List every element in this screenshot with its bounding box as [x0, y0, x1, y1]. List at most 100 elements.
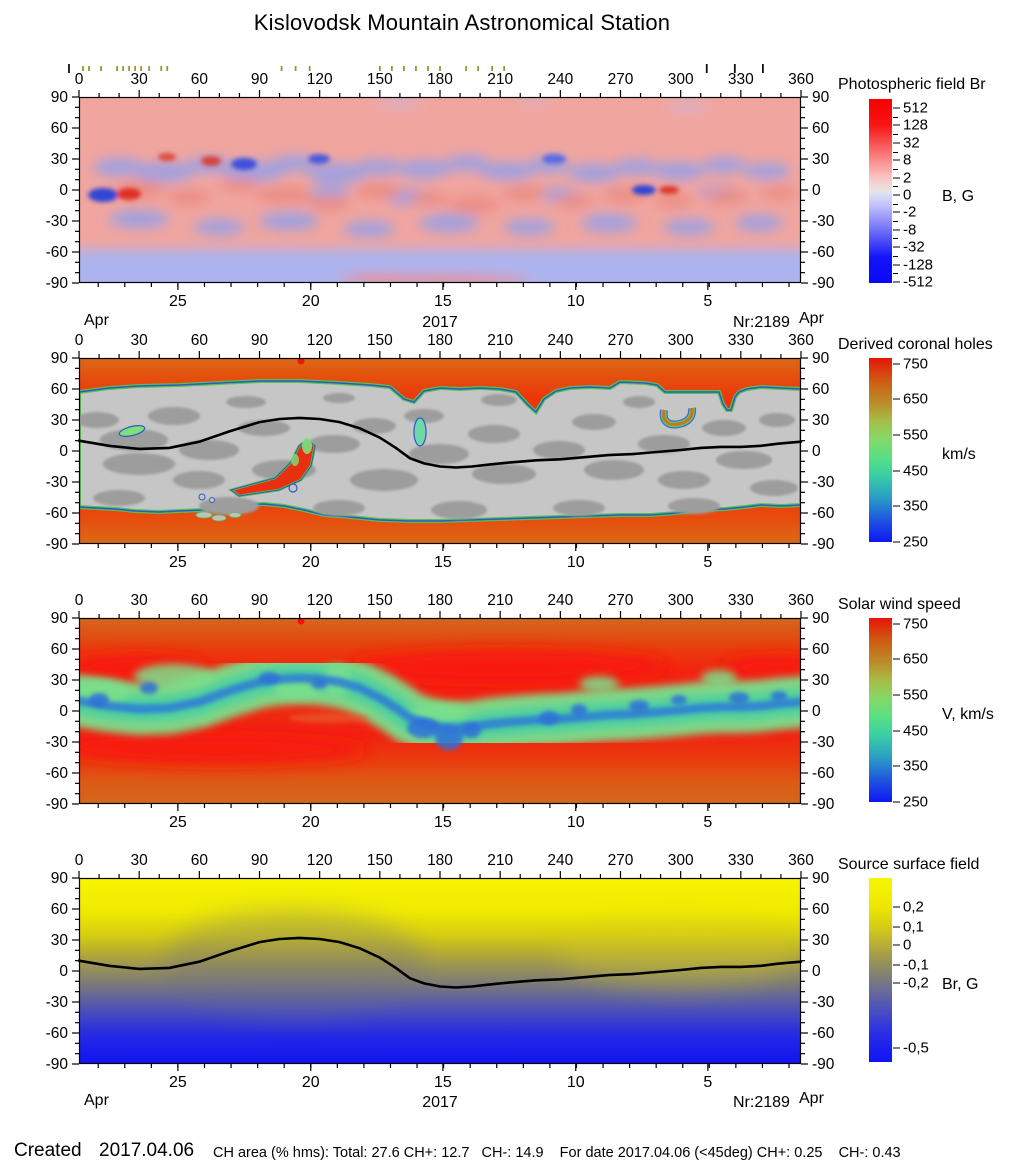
svg-text:30: 30 [51, 672, 69, 689]
plot-frame [78, 96, 802, 284]
colorbar-ticks-solar-wind: 750 650 550 450 350 250 [893, 615, 953, 811]
svg-text:240: 240 [547, 71, 573, 88]
colorbar-tick: 250 [893, 534, 928, 551]
svg-text:180: 180 [427, 592, 453, 609]
svg-text:0: 0 [75, 592, 84, 609]
svg-text:-60: -60 [812, 244, 835, 261]
svg-text:-60: -60 [812, 1025, 835, 1042]
svg-text:90: 90 [51, 350, 69, 367]
colorbar-tick: 550 [893, 686, 928, 703]
svg-text:270: 270 [608, 71, 634, 88]
colorbar-tick: 2 [893, 169, 911, 186]
x-axis: 0 30 60 90 120 150 180 210 240 270 300 330 360 [75, 592, 814, 618]
colorbar-tick: 8 [893, 152, 911, 169]
neutral-line [77, 936, 803, 989]
svg-text:5: 5 [703, 554, 712, 571]
svg-text:270: 270 [608, 852, 634, 869]
svg-text:-60: -60 [46, 244, 69, 261]
svg-text:-30: -30 [812, 213, 835, 230]
svg-text:-30: -30 [812, 994, 835, 1011]
rotation-number: Nr:2189 [733, 314, 790, 331]
date-axis: 25 20 15 10 5 [97, 804, 790, 831]
colorbar-photospheric [869, 99, 892, 283]
colorbar-tick: 350 [893, 758, 928, 775]
svg-text:30: 30 [51, 151, 69, 168]
svg-text:10: 10 [567, 293, 585, 310]
svg-text:330: 330 [728, 71, 754, 88]
month-label-left: Apr [84, 1092, 109, 1109]
colorbar-unit-photospheric: B, G [942, 188, 975, 205]
colorbar-source-surface [869, 878, 892, 1062]
colorbar-tick: -0,1 [893, 957, 929, 974]
svg-text:60: 60 [51, 381, 69, 398]
svg-text:90: 90 [251, 71, 269, 88]
colorbar-unit-coronal-holes: km/s [942, 446, 976, 463]
colorbar-solar-wind [869, 618, 892, 802]
svg-text:5: 5 [703, 293, 712, 310]
svg-text:150: 150 [367, 71, 393, 88]
svg-text:-90: -90 [46, 275, 69, 292]
colorbar-tick: 0 [893, 936, 911, 953]
svg-text:-90: -90 [46, 536, 69, 553]
svg-text:30: 30 [812, 412, 830, 429]
svg-text:5: 5 [703, 814, 712, 831]
svg-text:90: 90 [51, 870, 69, 887]
colorbar-tick: 250 [893, 794, 928, 811]
svg-text:60: 60 [812, 120, 830, 137]
svg-text:60: 60 [812, 641, 830, 658]
colorbar-minor-tick [893, 186, 898, 188]
colorbar-tick: -0,2 [893, 975, 929, 992]
svg-text:-90: -90 [812, 275, 835, 292]
svg-text:210: 210 [487, 592, 513, 609]
svg-text:120: 120 [307, 852, 333, 869]
svg-text:90: 90 [51, 610, 69, 627]
svg-text:60: 60 [191, 852, 209, 869]
svg-text:300: 300 [668, 852, 694, 869]
svg-text:30: 30 [131, 852, 149, 869]
svg-text:60: 60 [51, 120, 69, 137]
date-axis: 25 20 15 10 5 [97, 544, 790, 571]
x-axis: 0 30 60 90 120 150 180 210 240 270 300 330 360 [75, 71, 814, 97]
svg-text:180: 180 [427, 332, 453, 349]
svg-text:-30: -30 [812, 734, 835, 751]
colorbar-tick: 550 [893, 426, 928, 443]
svg-text:-30: -30 [46, 213, 69, 230]
panel-source-surface: 0 30 60 90 120 150 180 210 240 270 300 330 360 90 90 60… [46, 852, 835, 1091]
svg-text:25: 25 [169, 1074, 187, 1091]
svg-text:210: 210 [487, 332, 513, 349]
date-axis: 25 20 15 10 5 [97, 1064, 790, 1091]
svg-text:120: 120 [307, 71, 333, 88]
panel-photospheric-field: 0 30 60 90 120 150 180 210 240 270 300 330 360 90 90 60… [46, 64, 835, 310]
svg-text:90: 90 [251, 592, 269, 609]
svg-text:-60: -60 [812, 505, 835, 522]
svg-text:360: 360 [788, 71, 814, 88]
svg-text:150: 150 [367, 332, 393, 349]
colorbar-tick: 350 [893, 498, 928, 515]
svg-text:90: 90 [812, 870, 830, 887]
svg-text:60: 60 [191, 592, 209, 609]
svg-text:120: 120 [307, 592, 333, 609]
svg-text:-90: -90 [46, 796, 69, 813]
svg-text:-90: -90 [46, 1056, 69, 1073]
svg-text:90: 90 [812, 610, 830, 627]
svg-text:300: 300 [668, 332, 694, 349]
y-axis: 90 90 60 60 30 30 0 0 -30 -30 -60 -60 -90 -90 [46, 89, 835, 292]
svg-text:270: 270 [608, 592, 634, 609]
plot-frame [78, 357, 802, 545]
svg-text:10: 10 [567, 554, 585, 571]
month-label-left: Apr [84, 312, 109, 329]
svg-text:10: 10 [567, 814, 585, 831]
svg-text:-90: -90 [812, 536, 835, 553]
date-axis: 25 20 15 10 5 [97, 283, 790, 310]
svg-text:60: 60 [812, 381, 830, 398]
colorbar-tick: 750 [893, 615, 928, 632]
svg-text:20: 20 [302, 554, 320, 571]
svg-text:-60: -60 [46, 1025, 69, 1042]
svg-text:300: 300 [668, 592, 694, 609]
svg-text:90: 90 [251, 332, 269, 349]
colorbar-ticks-photospheric: 512 128 32 8 2 0 -2 -8 -32 -128 -512 [893, 99, 953, 290]
svg-text:120: 120 [307, 332, 333, 349]
svg-text:240: 240 [547, 592, 573, 609]
svg-text:60: 60 [51, 901, 69, 918]
